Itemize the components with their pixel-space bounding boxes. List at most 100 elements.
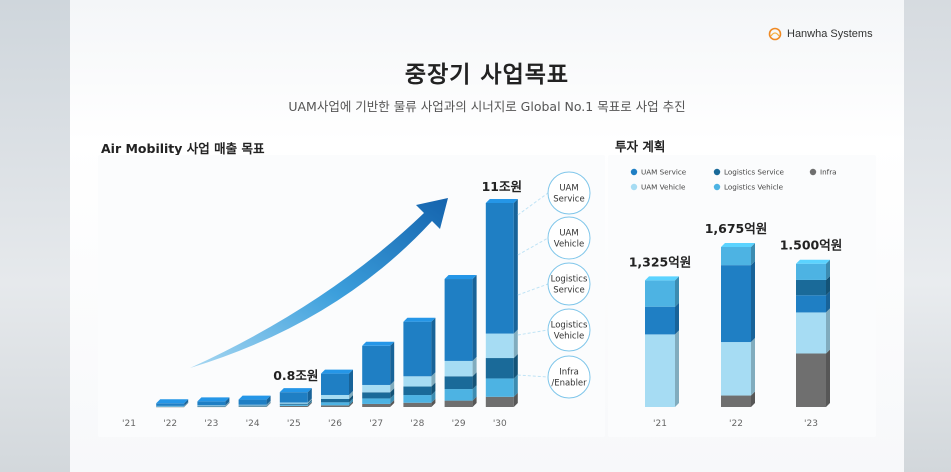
logo-text: Hanwha Systems — [787, 28, 873, 40]
revenue-bar-segment — [156, 399, 189, 406]
revenue-bar-segment — [279, 398, 312, 404]
revenue-bar-segment — [362, 399, 395, 407]
investment-chart: UAM Service Logistics Service Infra UAM Veh… — [629, 168, 843, 430]
bar-top — [156, 399, 189, 404]
bar-top — [796, 259, 830, 264]
revenue-bar-segment — [321, 394, 353, 403]
investment-bar-segment — [796, 308, 830, 354]
page-subtitle: UAM사업에 기반한 물류 사업과의 시너지로 Global No.1 목표로 … — [288, 99, 686, 114]
legend-item: Logistics Service — [713, 168, 785, 177]
revenue-chart-panel: '21 '22 '23 '24 '25 '26 '27 '28 '29 '30 0.8조원 11조원… — [98, 155, 605, 437]
x-tick-label: '29 — [452, 419, 466, 429]
revenue-bar-segment — [403, 391, 436, 403]
segment-callout-label: Logistics — [551, 321, 588, 331]
revenue-bar-segment — [362, 394, 395, 404]
investment-chart-panel: UAM Service Logistics Service Infra UAM Veh… — [608, 155, 876, 437]
revenue-bar-segment — [197, 401, 230, 406]
investment-bar-segment — [721, 391, 755, 407]
revenue-bar-segment — [156, 401, 189, 407]
segment-callout-label: UAM — [559, 229, 578, 239]
data-label: 1.500억원 — [780, 238, 843, 253]
revenue-bar-segment — [362, 341, 395, 385]
legend-label: UAM Vehicle — [641, 183, 686, 192]
revenue-bar-segment — [403, 372, 436, 387]
revenue-bar-segment — [362, 380, 395, 393]
investment-bar-segment — [721, 243, 755, 266]
revenue-bar-segment — [279, 388, 312, 403]
x-tick-label: '23 — [804, 419, 818, 429]
bar-top — [444, 275, 477, 280]
revenue-bar-segment — [279, 400, 312, 406]
revenue-bar-segment — [485, 374, 518, 397]
legend-label: Infra — [820, 168, 837, 177]
x-tick-label: '27 — [369, 419, 383, 429]
investment-section-title: 투자 계획 — [615, 139, 666, 154]
bar-top — [721, 243, 755, 247]
legend-label: UAM Service — [641, 168, 687, 177]
revenue-bar-segment — [197, 402, 230, 407]
revenue-bar-segment — [403, 398, 436, 407]
revenue-bar-segment — [238, 401, 271, 406]
investment-bar-segment — [796, 291, 830, 313]
page-title: 중장기 사업목표 — [404, 62, 570, 88]
background-left — [0, 0, 70, 472]
bar-top — [485, 199, 518, 203]
x-tick-label: '24 — [246, 419, 260, 429]
revenue-bar-segment — [156, 402, 189, 407]
segment-callout-label: Vehicle — [554, 240, 584, 250]
investment-bar-segment — [721, 338, 755, 396]
x-tick-label: '25 — [287, 419, 301, 429]
investment-bar-segment — [645, 302, 679, 335]
revenue-bar-segment — [444, 385, 477, 401]
revenue-bar-segment — [485, 329, 518, 359]
legend-item: UAM Vehicle — [630, 183, 686, 192]
revenue-bar-segment — [156, 402, 189, 408]
bar-top — [238, 395, 271, 400]
x-tick-label: '21 — [653, 419, 667, 429]
hanwha-logo-icon — [768, 27, 782, 41]
legend-item: Logistics Vehicle — [713, 183, 784, 192]
slide: Hanwha Systems 중장기 사업목표 UAM사업에 기반한 물류 사업… — [70, 0, 904, 472]
revenue-bar-segment — [403, 317, 436, 377]
company-logo: Hanwha Systems — [768, 27, 873, 41]
bar-top — [197, 397, 230, 402]
revenue-bar-segment — [197, 401, 230, 407]
revenue-bar-segment — [238, 395, 271, 405]
investment-bar-segment — [796, 275, 830, 296]
revenue-section-title: Air Mobility 사업 매출 목표 — [101, 141, 265, 156]
x-tick-label: '26 — [328, 419, 342, 429]
revenue-bar-segment — [485, 199, 518, 334]
revenue-bar-segment — [444, 275, 477, 361]
bar-top — [403, 317, 436, 322]
revenue-bar-segment — [485, 392, 518, 407]
revenue-chart: '21 '22 '23 '24 '25 '26 '27 '28 '29 '30 0.8조원 11조원… — [122, 171, 591, 429]
revenue-bar-segment — [238, 402, 271, 407]
revenue-bar-segment — [238, 401, 271, 407]
revenue-bar-segment — [321, 398, 353, 406]
bar-top — [645, 276, 679, 281]
segment-callout-label: Service — [553, 195, 584, 205]
x-tick-label: '23 — [204, 419, 218, 429]
investment-bar-segment — [796, 259, 830, 280]
revenue-bar-segment — [362, 388, 395, 399]
segment-callout-label: Service — [553, 286, 584, 296]
revenue-bar-segment — [321, 369, 353, 395]
revenue-bar-segment — [444, 356, 477, 377]
investment-bar-segment — [645, 330, 679, 407]
revenue-bar-segment — [321, 401, 353, 407]
background-right — [904, 0, 951, 472]
revenue-bar-segment — [279, 401, 312, 407]
x-tick-label: '21 — [122, 419, 136, 429]
data-label: 0.8조원 — [273, 368, 318, 383]
legend-item: Infra — [809, 168, 837, 177]
revenue-bar-segment — [403, 382, 436, 396]
revenue-bar-segment — [321, 390, 353, 399]
legend-label: Logistics Service — [724, 168, 785, 177]
revenue-bar-segment — [197, 402, 230, 408]
revenue-bar-segment — [156, 402, 189, 407]
revenue-bar-segment — [238, 400, 271, 406]
